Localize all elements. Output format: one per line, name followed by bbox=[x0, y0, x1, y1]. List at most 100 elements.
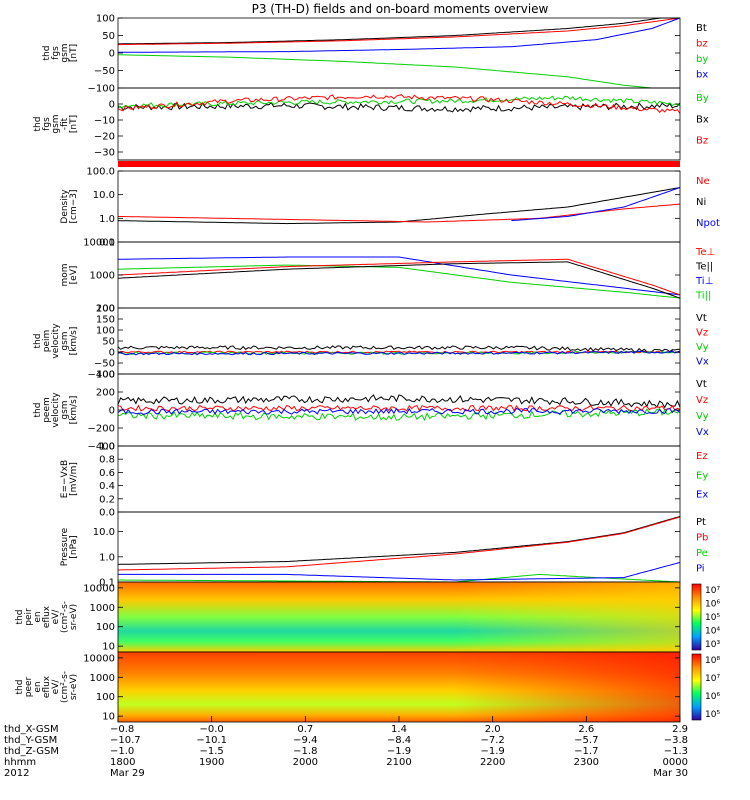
y-axis-label: thd bbox=[33, 117, 43, 132]
x-tick-label: −0.8 bbox=[110, 724, 134, 735]
y-tick-label: 0.0 bbox=[99, 508, 115, 519]
y-axis-label: eflux bbox=[42, 675, 52, 698]
y-axis-label: eV/ bbox=[51, 679, 61, 695]
legend-entry: Vx bbox=[696, 427, 709, 438]
series-line-Pb bbox=[117, 516, 681, 571]
x-tick-label: −1.0 bbox=[110, 746, 134, 757]
x-tick-label: −7.2 bbox=[481, 735, 505, 746]
y-tick-label: −50 bbox=[94, 359, 115, 370]
x-row-label: 2012 bbox=[4, 768, 29, 779]
x-tick-label: 2000 bbox=[293, 757, 318, 768]
panel-frame bbox=[117, 241, 681, 309]
y-tick-label: 0.6 bbox=[99, 468, 115, 479]
legend-entry: Te⊥ bbox=[695, 247, 715, 258]
legend-entry: Ez bbox=[696, 451, 708, 462]
legend-entry: Vx bbox=[696, 357, 709, 368]
panel-peir: 10⁷ 10⁶ 10⁵ 10⁴ 10³ 10000 1000 100 10 thd peir en ef… bbox=[15, 581, 720, 653]
x-tick-label: 2200 bbox=[480, 757, 505, 768]
series-line-Te|| bbox=[117, 261, 681, 299]
y-tick-label: 10.0 bbox=[93, 527, 115, 538]
x-axis-labels: thd_X-GSMthd_Y-GSMthd_Z-GSMhhmm2012−0.8−… bbox=[4, 716, 688, 779]
series-line-Ti⊥ bbox=[117, 256, 681, 296]
x-tick-label: −0.0 bbox=[200, 724, 224, 735]
x-row-label: thd_Z-GSM bbox=[4, 746, 59, 757]
y-tick-label: 100 bbox=[96, 692, 115, 703]
x-tick-label: −1.8 bbox=[293, 746, 317, 757]
y-axis-label: peem bbox=[42, 397, 52, 423]
y-axis-label: peer bbox=[24, 676, 34, 697]
y-tick-label: 0.4 bbox=[99, 481, 115, 492]
y-tick-label: 50 bbox=[102, 31, 115, 42]
legend-entry: bz bbox=[696, 39, 708, 50]
panel-peem_vel: 400 200 0 −200 −400 thd peem velocity gsm [km/s] V… bbox=[33, 370, 709, 453]
y-tick-label: 100 bbox=[96, 622, 115, 633]
y-tick-label: −10 bbox=[94, 116, 115, 127]
series-line-Npot bbox=[511, 187, 681, 222]
legend-entry: Bt bbox=[696, 23, 707, 34]
series-line-Pi bbox=[118, 561, 681, 581]
y-axis-label: (cm²-s- bbox=[60, 671, 70, 703]
legend-entry: Vy bbox=[696, 342, 709, 353]
y-axis-label: peim bbox=[42, 330, 52, 353]
legend-entry: Ti⊥ bbox=[695, 276, 713, 287]
y-axis-label: [cm−3] bbox=[69, 189, 79, 223]
y-tick-label: 0 bbox=[109, 406, 115, 417]
x-tick-label: 2.0 bbox=[485, 724, 501, 735]
colorbar-tick: 10⁸ bbox=[705, 656, 720, 666]
panel-frame bbox=[117, 170, 681, 243]
x-tick-label: 2300 bbox=[574, 757, 599, 768]
legend-entry: Ne bbox=[696, 176, 710, 187]
flag-bar bbox=[118, 161, 680, 167]
y-tick-label: 200 bbox=[96, 388, 115, 399]
y-axis-label: peir bbox=[24, 608, 34, 626]
y-tick-label: 1000 bbox=[90, 603, 115, 614]
panel-peer: 10⁸ 10⁷ 10⁶ 10⁵ 10000 1000 100 10 thd peer en eflux… bbox=[15, 651, 720, 723]
y-axis-label: gsm bbox=[60, 400, 70, 419]
y-tick-label: 0 bbox=[109, 100, 115, 111]
y-tick-label: −100 bbox=[88, 84, 115, 95]
legend-entry: Vz bbox=[696, 328, 708, 339]
x-tick-label: −9.4 bbox=[293, 735, 317, 746]
series-line-Bt bbox=[118, 17, 680, 45]
y-axis-label: -fit bbox=[60, 117, 70, 130]
legend-entry: Pt bbox=[696, 517, 706, 528]
y-tick-label: 0.1 bbox=[99, 578, 115, 589]
y-axis-label: thd bbox=[33, 403, 43, 418]
legend-entry: Npot bbox=[696, 218, 720, 229]
series-line-Te⊥ bbox=[117, 258, 681, 296]
y-axis-label: [nPa] bbox=[69, 535, 79, 558]
x-tick-label: −1.9 bbox=[387, 746, 411, 757]
x-tick-label: 0.7 bbox=[297, 724, 313, 735]
y-tick-label: 100 bbox=[96, 304, 115, 315]
x-row-label: thd_Y-GSM bbox=[4, 735, 57, 746]
y-tick-label: 0.8 bbox=[99, 455, 115, 466]
y-tick-label: −400 bbox=[88, 442, 115, 453]
y-tick-label: −200 bbox=[88, 424, 115, 435]
y-tick-label: 10 bbox=[102, 712, 115, 723]
series-line-Ti|| bbox=[117, 264, 681, 299]
y-axis-label: [eV] bbox=[69, 266, 79, 285]
y-axis-label: eV/ bbox=[51, 609, 61, 625]
y-axis-label: sr-eV) bbox=[69, 674, 79, 700]
legend-entry: Vt bbox=[696, 379, 707, 390]
panel-fgs_dsl: 0 −10 −20 −30 thd fgs gsm -fit [nT] By Bx Bz bbox=[33, 87, 709, 161]
series-line-Bz bbox=[117, 94, 681, 114]
y-axis-label: thd bbox=[33, 334, 43, 349]
y-axis-label: [km/s] bbox=[69, 396, 79, 425]
y-axis-label: E=−VxB bbox=[60, 460, 70, 498]
y-axis-label: [km/s] bbox=[69, 327, 79, 356]
x-tick-label: −1.3 bbox=[664, 746, 688, 757]
legend-entry: By bbox=[696, 93, 709, 104]
y-tick-label: 200 bbox=[96, 304, 115, 315]
legend-entry: by bbox=[696, 54, 708, 65]
colorbar-tick: 10⁵ bbox=[705, 710, 720, 720]
y-tick-label: 1.0 bbox=[99, 214, 115, 225]
y-tick-label: 10 bbox=[102, 642, 115, 653]
y-tick-label: 0.1 bbox=[99, 238, 115, 249]
y-tick-label: 100 bbox=[96, 326, 115, 337]
y-tick-label: 100 bbox=[96, 14, 115, 25]
x-tick-label: −5.7 bbox=[574, 735, 598, 746]
colorbar-peir bbox=[691, 583, 702, 651]
x-tick-label: 1900 bbox=[199, 757, 224, 768]
